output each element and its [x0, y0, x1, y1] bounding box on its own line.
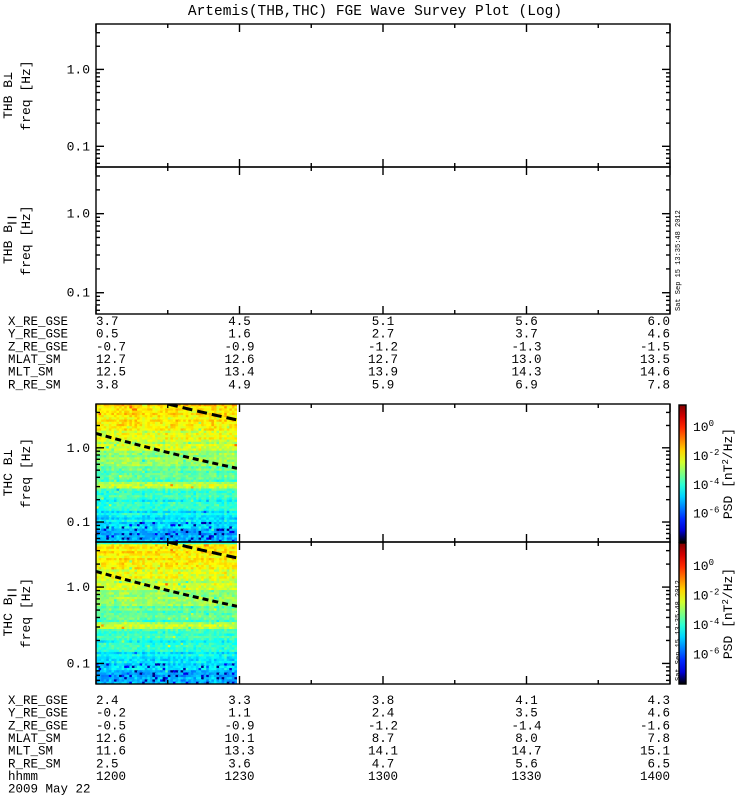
svg-text:R_RE_SM: R_RE_SM: [8, 378, 61, 392]
svg-text:THB B: THB B: [1, 225, 16, 264]
svg-text:3.8: 3.8: [96, 378, 119, 392]
svg-text:1400: 1400: [640, 770, 670, 784]
svg-text:10-2: 10-2: [693, 587, 719, 603]
svg-text:100: 100: [693, 558, 714, 574]
svg-text:0.1: 0.1: [67, 515, 91, 530]
svg-text:freq [Hz]: freq [Hz]: [19, 60, 34, 130]
svg-text:2009 May 22: 2009 May 22: [8, 783, 91, 797]
svg-text:10-6: 10-6: [693, 647, 719, 663]
svg-text:10-2: 10-2: [693, 448, 719, 464]
svg-text:1.0: 1.0: [67, 62, 90, 77]
svg-text:freq [Hz]: freq [Hz]: [19, 205, 34, 275]
svg-text:Artemis(THB,THC) FGE Wave Surv: Artemis(THB,THC) FGE Wave Survey Plot (L…: [188, 4, 562, 20]
svg-text:Sat Sep 15 13:35:48 2012: Sat Sep 15 13:35:48 2012: [675, 210, 683, 311]
svg-text:5.9: 5.9: [372, 378, 395, 392]
svg-text:6.9: 6.9: [515, 378, 538, 392]
svg-text:100: 100: [693, 419, 714, 435]
svg-text:PSD [nT2/Hz]: PSD [nT2/Hz]: [721, 428, 736, 519]
svg-text:1.0: 1.0: [67, 580, 90, 595]
svg-text:1300: 1300: [368, 770, 398, 784]
svg-text:10-6: 10-6: [693, 506, 719, 522]
svg-text:10-4: 10-4: [693, 617, 719, 633]
svg-text:1230: 1230: [224, 770, 254, 784]
svg-text:0.1: 0.1: [67, 286, 91, 301]
svg-text:THC B: THC B: [1, 597, 16, 636]
svg-text:THB B⊥: THB B⊥: [1, 72, 16, 119]
svg-text:freq [Hz]: freq [Hz]: [19, 578, 34, 648]
svg-text:THC B⊥: THC B⊥: [1, 449, 16, 496]
svg-text:1.0: 1.0: [67, 441, 90, 456]
svg-text:1200: 1200: [96, 770, 126, 784]
svg-text:0.1: 0.1: [67, 139, 91, 154]
svg-text:10-4: 10-4: [693, 477, 719, 493]
svg-text:freq [Hz]: freq [Hz]: [19, 438, 34, 508]
svg-text:PSD [nT2/Hz]: PSD [nT2/Hz]: [721, 568, 736, 659]
svg-text:1330: 1330: [511, 770, 541, 784]
svg-text:7.8: 7.8: [647, 378, 670, 392]
svg-text:1.0: 1.0: [67, 207, 90, 222]
svg-text:4.9: 4.9: [228, 378, 251, 392]
svg-text:0.1: 0.1: [67, 656, 91, 671]
